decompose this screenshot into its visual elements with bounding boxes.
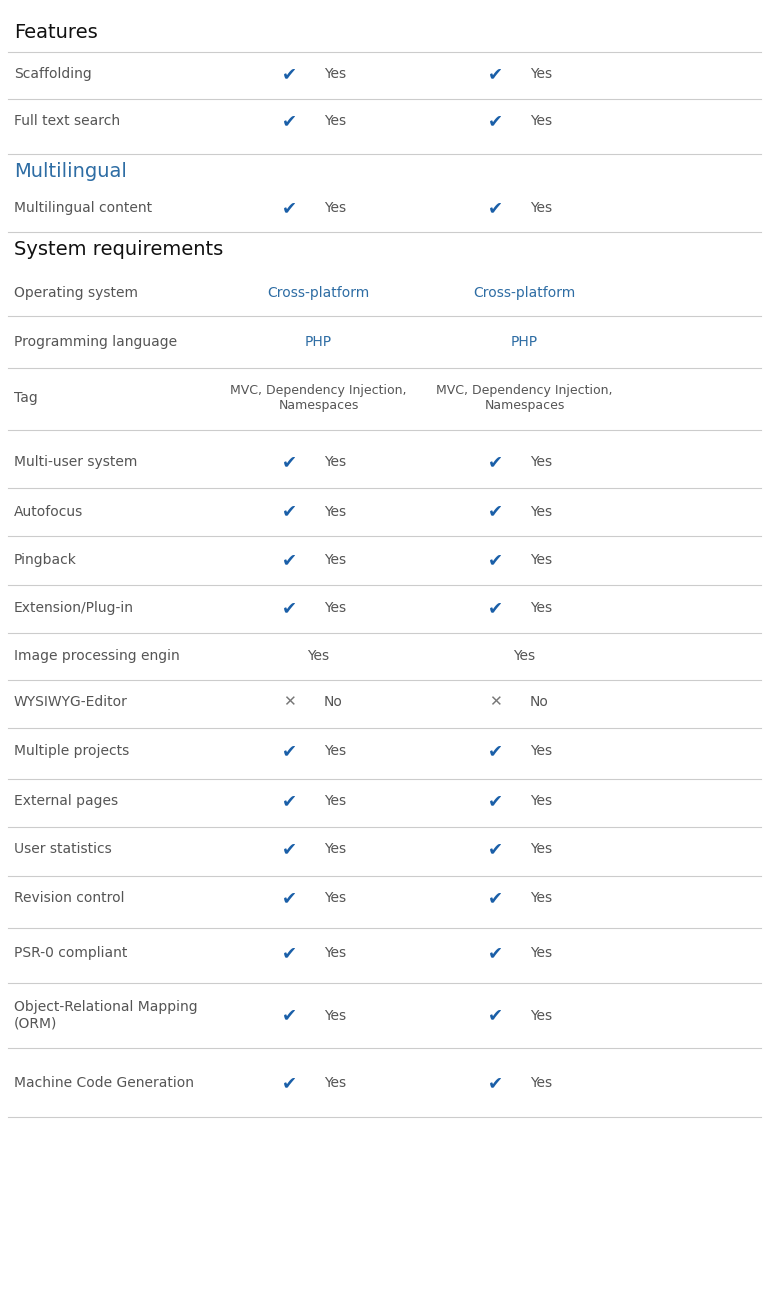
Text: Yes: Yes bbox=[324, 553, 346, 566]
Text: ✔: ✔ bbox=[488, 792, 503, 810]
Text: Features: Features bbox=[14, 23, 98, 42]
Text: External pages: External pages bbox=[14, 794, 118, 807]
Text: ✔: ✔ bbox=[488, 944, 503, 962]
Text: ✔: ✔ bbox=[488, 1074, 503, 1092]
Text: Yes: Yes bbox=[324, 115, 346, 128]
Text: PSR-0 compliant: PSR-0 compliant bbox=[14, 947, 127, 960]
Text: No: No bbox=[324, 695, 343, 708]
Text: Object-Relational Mapping
(ORM): Object-Relational Mapping (ORM) bbox=[14, 1000, 197, 1031]
Text: ✔: ✔ bbox=[282, 792, 298, 810]
Text: Yes: Yes bbox=[530, 947, 552, 960]
Text: Yes: Yes bbox=[324, 794, 346, 807]
Text: ✔: ✔ bbox=[282, 112, 298, 130]
Text: Yes: Yes bbox=[324, 68, 346, 81]
Text: ✔: ✔ bbox=[488, 112, 503, 130]
Text: PHP: PHP bbox=[305, 336, 332, 349]
Text: ✔: ✔ bbox=[488, 889, 503, 907]
Text: Multilingual content: Multilingual content bbox=[14, 202, 152, 215]
Text: ✔: ✔ bbox=[488, 551, 503, 569]
Text: ✔: ✔ bbox=[282, 453, 298, 471]
Text: Cross-platform: Cross-platform bbox=[473, 286, 576, 299]
Text: Yes: Yes bbox=[530, 794, 552, 807]
Text: Yes: Yes bbox=[324, 947, 346, 960]
Text: User statistics: User statistics bbox=[14, 842, 112, 855]
Text: Yes: Yes bbox=[530, 456, 552, 469]
Text: ✔: ✔ bbox=[488, 453, 503, 471]
Text: Yes: Yes bbox=[514, 650, 535, 663]
Text: Yes: Yes bbox=[324, 1077, 346, 1090]
Text: Full text search: Full text search bbox=[14, 115, 120, 128]
Text: ✔: ✔ bbox=[282, 65, 298, 83]
Text: Yes: Yes bbox=[530, 202, 552, 215]
Text: ✔: ✔ bbox=[282, 1006, 298, 1025]
Text: ✔: ✔ bbox=[488, 503, 503, 521]
Text: Yes: Yes bbox=[530, 602, 552, 615]
Text: Image processing engin: Image processing engin bbox=[14, 650, 179, 663]
Text: Machine Code Generation: Machine Code Generation bbox=[14, 1077, 194, 1090]
Text: No: No bbox=[530, 695, 549, 708]
Text: Yes: Yes bbox=[308, 650, 329, 663]
Text: ✔: ✔ bbox=[488, 65, 503, 83]
Text: ✔: ✔ bbox=[488, 199, 503, 217]
Text: ✔: ✔ bbox=[488, 840, 503, 858]
Text: Yes: Yes bbox=[324, 202, 346, 215]
Text: ✔: ✔ bbox=[282, 503, 298, 521]
Text: Yes: Yes bbox=[530, 1009, 552, 1022]
Text: MVC, Dependency Injection,
Namespaces: MVC, Dependency Injection, Namespaces bbox=[436, 384, 613, 413]
Text: Yes: Yes bbox=[530, 553, 552, 566]
Text: Yes: Yes bbox=[530, 115, 552, 128]
Text: Operating system: Operating system bbox=[14, 286, 138, 299]
Text: PHP: PHP bbox=[511, 336, 538, 349]
Text: ✔: ✔ bbox=[282, 551, 298, 569]
Text: Yes: Yes bbox=[530, 892, 552, 905]
Text: ✔: ✔ bbox=[282, 599, 298, 617]
Text: ✔: ✔ bbox=[488, 1006, 503, 1025]
Text: MVC, Dependency Injection,
Namespaces: MVC, Dependency Injection, Namespaces bbox=[230, 384, 407, 413]
Text: Multiple projects: Multiple projects bbox=[14, 745, 129, 758]
Text: Programming language: Programming language bbox=[14, 336, 177, 349]
Text: Autofocus: Autofocus bbox=[14, 505, 83, 518]
Text: Yes: Yes bbox=[530, 505, 552, 518]
Text: ✔: ✔ bbox=[282, 199, 298, 217]
Text: Pingback: Pingback bbox=[14, 553, 77, 566]
Text: Tag: Tag bbox=[14, 392, 38, 405]
Text: Yes: Yes bbox=[324, 842, 346, 855]
Text: Yes: Yes bbox=[324, 745, 346, 758]
Text: Yes: Yes bbox=[324, 602, 346, 615]
Text: ✔: ✔ bbox=[282, 889, 298, 907]
Text: Yes: Yes bbox=[324, 1009, 346, 1022]
Text: Yes: Yes bbox=[324, 505, 346, 518]
Text: Yes: Yes bbox=[324, 892, 346, 905]
Text: Scaffolding: Scaffolding bbox=[14, 68, 92, 81]
Text: ✔: ✔ bbox=[282, 840, 298, 858]
Text: Extension/Plug-in: Extension/Plug-in bbox=[14, 602, 134, 615]
Text: Multi-user system: Multi-user system bbox=[14, 456, 138, 469]
Text: ✔: ✔ bbox=[282, 742, 298, 760]
Text: ✕: ✕ bbox=[284, 694, 296, 710]
Text: Cross-platform: Cross-platform bbox=[267, 286, 370, 299]
Text: Yes: Yes bbox=[530, 745, 552, 758]
Text: Yes: Yes bbox=[324, 456, 346, 469]
Text: ✔: ✔ bbox=[488, 599, 503, 617]
Text: ✔: ✔ bbox=[282, 1074, 298, 1092]
Text: Multilingual: Multilingual bbox=[14, 163, 127, 181]
Text: Yes: Yes bbox=[530, 1077, 552, 1090]
Text: ✔: ✔ bbox=[488, 742, 503, 760]
Text: Yes: Yes bbox=[530, 842, 552, 855]
Text: ✕: ✕ bbox=[490, 694, 502, 710]
Text: Revision control: Revision control bbox=[14, 892, 124, 905]
Text: Yes: Yes bbox=[530, 68, 552, 81]
Text: WYSIWYG-Editor: WYSIWYG-Editor bbox=[14, 695, 128, 708]
Text: System requirements: System requirements bbox=[14, 241, 223, 259]
Text: ✔: ✔ bbox=[282, 944, 298, 962]
